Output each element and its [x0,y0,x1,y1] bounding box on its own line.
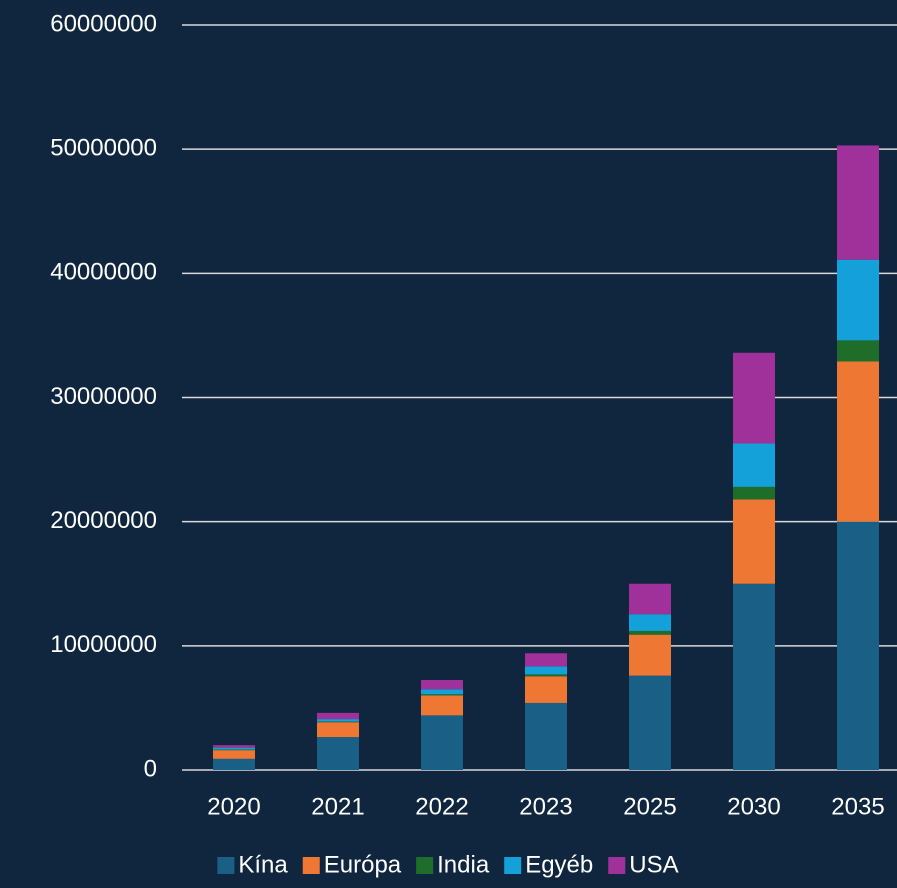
legend-swatch [608,857,626,874]
bar-segment [837,340,879,362]
bar-segment [317,737,359,770]
legend-label: Kína [238,851,288,878]
legend-swatch [217,857,235,874]
legend-label: Egyéb [525,851,593,878]
x-tick-label: 2021 [311,793,364,820]
x-tick-label: 2022 [415,793,468,820]
x-tick-label: 2030 [727,793,780,820]
bar-segment [317,719,359,722]
bar-segment [525,674,567,677]
bar-segment [421,694,463,696]
bar-segment [837,259,879,341]
bar-segment [317,712,359,720]
y-tick-label: 0 [144,755,157,782]
bar-segment [733,486,775,500]
bar-segment [317,721,359,723]
bar-segment [733,352,775,444]
bar-segment [733,499,775,584]
y-tick-label: 20000000 [50,507,157,534]
bar-segment [421,679,463,690]
bar-segment [629,630,671,635]
y-tick-label: 10000000 [50,631,157,658]
x-tick-label: 2020 [207,793,260,820]
bar-segment [629,583,671,615]
legend-label: Európa [324,851,402,878]
bar-segment [525,666,567,675]
bar-segment [837,145,879,260]
y-tick-label: 30000000 [50,383,157,410]
legend-swatch [416,857,434,874]
y-tick-label: 50000000 [50,135,157,162]
x-tick-label: 2035 [831,793,884,820]
bar-segment [421,715,463,770]
bar-segment [629,614,671,631]
bar-segment [213,747,255,750]
bar-segment [421,689,463,695]
bar-segment [525,702,567,770]
bar-segment [213,750,255,759]
bar-segment [317,722,359,738]
bar-segment [629,634,671,676]
bar-segment [213,745,255,748]
y-tick-label: 60000000 [50,10,157,37]
legend-swatch [504,857,522,874]
bar-segment [525,653,567,667]
bar-segment [525,676,567,703]
legend-swatch [302,857,320,874]
bar-segment [213,758,255,770]
bar-segment [421,695,463,716]
bar-segment [837,361,879,522]
y-tick-label: 40000000 [50,259,157,286]
legend-label: USA [629,851,678,878]
x-tick-label: 2025 [623,793,676,820]
bar-segment [733,583,775,770]
legend-label: India [437,851,490,878]
bar-segment [213,749,255,751]
bar-segment [733,443,775,487]
bar-segment [629,675,671,770]
bar-segment [837,521,879,770]
x-tick-label: 2023 [519,793,572,820]
